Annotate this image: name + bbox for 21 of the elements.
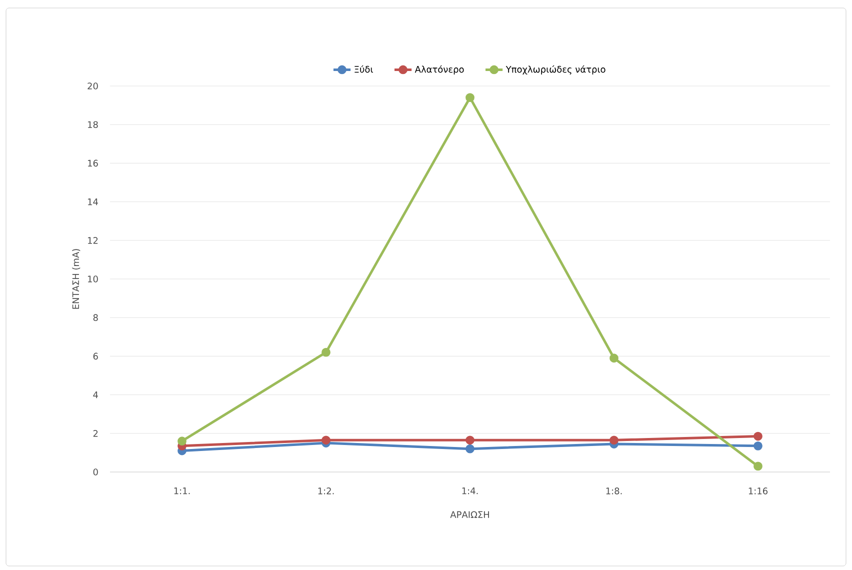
x-tick-label: 1:2. [318,488,334,494]
y-tick-label: 4 [93,392,98,398]
y-tick-label: 0 [93,468,98,476]
x-tick-label: 1:4. [462,488,478,494]
x-tick-label: 1:1. [174,488,190,494]
y-tick-label: 20 [88,82,98,90]
y-tick-label: 6 [93,352,98,360]
y-tick-label: 18 [88,121,98,128]
y-tick-label: 2 [93,430,98,437]
y-axis-title: ΕΝΤΑΣΗ (mA) [72,249,80,309]
y-tick-label: 10 [88,276,98,282]
x-tick-label: 1:8. [606,488,622,494]
x-tick-label: 1:16 [748,488,768,494]
legend-label: Αλατόνερο [414,65,464,74]
legend-label: Ξύδι [354,65,373,73]
y-tick-label: 8 [93,314,98,321]
x-axis-title: ΑΡΑΙΩΣΗ [450,511,489,518]
legend-label: Υποχλωριώδες νάτριο [506,65,606,74]
y-tick-label: 16 [88,160,98,167]
y-tick-label: 14 [88,198,98,206]
y-tick-label: 12 [88,237,98,244]
